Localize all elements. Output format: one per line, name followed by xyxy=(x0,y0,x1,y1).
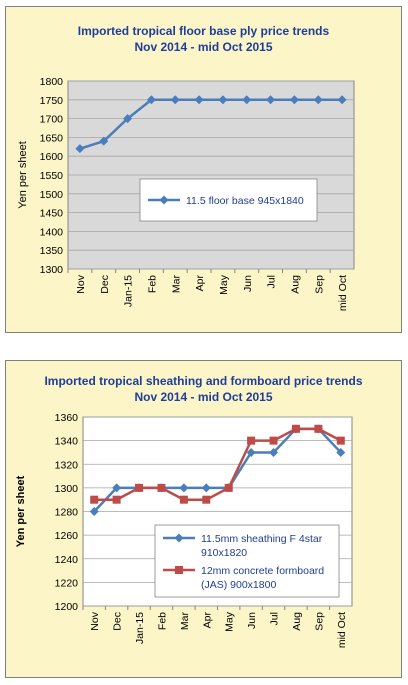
data-point xyxy=(179,483,189,493)
x-tick-label: Apr xyxy=(201,612,213,629)
data-point xyxy=(135,483,144,492)
x-tick-label: Nov xyxy=(75,274,87,293)
x-tick-label: Dec xyxy=(112,612,124,631)
x-tick-label: Aug xyxy=(291,612,303,631)
legend-label: 12mm concrete formboard xyxy=(201,565,324,577)
data-point xyxy=(313,95,323,105)
x-tick-label: Sep xyxy=(313,275,325,294)
x-tick-label: Aug xyxy=(289,275,301,294)
y-tick-label: 1220 xyxy=(55,577,79,589)
data-point xyxy=(157,483,166,492)
legend-marker xyxy=(175,566,183,574)
x-tick-label: Jan-15 xyxy=(123,275,135,307)
data-point xyxy=(289,95,299,105)
data-point xyxy=(112,495,121,504)
data-point xyxy=(179,495,188,504)
chart-title-line: Imported tropical sheathing and formboar… xyxy=(44,374,363,388)
y-tick-label: 1360 xyxy=(55,412,79,424)
data-point xyxy=(291,424,300,433)
x-tick-label: Jul xyxy=(269,612,281,625)
x-tick-label: Jul xyxy=(266,275,278,288)
y-tick-label: 1260 xyxy=(55,530,79,542)
y-tick-label: 1350 xyxy=(40,245,64,257)
chart-subtitle-line: Nov 2014 - mid Oct 2015 xyxy=(134,40,273,54)
y-tick-label: 1750 xyxy=(40,95,64,107)
chart-title-floor-base: Imported tropical floor base ply price t… xyxy=(6,23,401,55)
legend-label: 11.5 floor base 945x1840 xyxy=(186,195,304,207)
legend-label: (JAS) 900x1800 xyxy=(201,579,276,591)
data-point xyxy=(314,424,323,433)
legend-marker xyxy=(174,533,184,543)
y-tick-label: 1280 xyxy=(55,507,79,519)
x-tick-label: Jun xyxy=(246,612,258,629)
data-point xyxy=(201,483,211,493)
chart-subtitle-line: Nov 2014 - mid Oct 2015 xyxy=(134,390,273,404)
y-tick-label: 1650 xyxy=(40,132,64,144)
data-point xyxy=(218,95,228,105)
chart-sheathing: 1360 1340 1320 1300 1280 1260 1240 1220 1200 Nov D… xyxy=(15,412,353,648)
x-tick-label: Nov xyxy=(89,611,101,630)
legend-label: 910x1820 xyxy=(201,547,247,559)
y-tick-label: 1700 xyxy=(40,114,64,126)
x-tick-label: Feb xyxy=(156,612,168,630)
data-point xyxy=(242,95,252,105)
x-tick-label: Mar xyxy=(179,612,191,631)
chart-panel-floor-base: Imported tropical floor base ply price t… xyxy=(5,6,402,333)
x-tick-label: Mar xyxy=(170,275,182,294)
y-tick-label: 1550 xyxy=(40,170,64,182)
data-point xyxy=(146,95,156,105)
data-point xyxy=(336,436,345,445)
y-tick-label: 1450 xyxy=(40,208,64,220)
data-point xyxy=(194,95,204,105)
x-tick-label: Apr xyxy=(194,275,206,292)
chart-title-line: Imported tropical floor base ply price t… xyxy=(77,24,330,38)
y-tick-label: 1300 xyxy=(40,264,64,276)
data-point xyxy=(269,447,279,457)
x-tick-label: Feb xyxy=(146,275,158,293)
x-tick-label: mid Oct xyxy=(336,612,348,648)
y-tick-label: 1500 xyxy=(40,189,64,201)
y-tick-label: 1200 xyxy=(55,601,79,613)
legend-marker xyxy=(159,195,169,205)
y-axis-label: Yen per sheet xyxy=(15,475,27,547)
data-point xyxy=(336,447,346,457)
x-tick-label: mid Oct xyxy=(337,275,349,311)
data-point xyxy=(202,495,211,504)
y-tick-label: 1320 xyxy=(55,459,79,471)
data-point xyxy=(123,114,133,124)
x-tick-label: May xyxy=(224,611,236,632)
chart-panel-sheathing: Imported tropical sheathing and formboar… xyxy=(5,360,402,678)
data-point xyxy=(247,436,256,445)
data-point xyxy=(246,447,256,457)
y-tick-label: 1340 xyxy=(55,436,79,448)
data-point xyxy=(75,144,85,154)
y-tick-label: 1400 xyxy=(40,226,64,238)
x-tick-label: Sep xyxy=(313,612,325,631)
data-point xyxy=(337,95,347,105)
y-axis-label: Yen per sheet xyxy=(17,141,29,208)
data-point xyxy=(170,95,180,105)
x-tick-label: Jun xyxy=(242,275,254,292)
data-point xyxy=(224,483,233,492)
data-point xyxy=(266,95,276,105)
x-tick-label: May xyxy=(218,274,230,295)
x-tick-label: Dec xyxy=(99,275,111,294)
data-point xyxy=(89,507,99,516)
y-tick-label: 1300 xyxy=(55,483,79,495)
data-point xyxy=(99,136,109,146)
chart-floor-base: 1800 1750 1700 1650 1600 1550 1500 1450 1400 1350… xyxy=(17,76,355,311)
data-point xyxy=(269,436,278,445)
chart-title-sheathing: Imported tropical sheathing and formboar… xyxy=(6,373,401,405)
y-tick-label: 1240 xyxy=(55,554,79,566)
x-tick-label: Jan-15 xyxy=(134,612,146,644)
legend-label: 11.5mm sheathing F 4star xyxy=(201,533,323,545)
y-tick-label: 1600 xyxy=(40,151,64,163)
data-point xyxy=(90,495,99,504)
data-point xyxy=(112,483,122,493)
y-tick-label: 1800 xyxy=(40,76,64,88)
